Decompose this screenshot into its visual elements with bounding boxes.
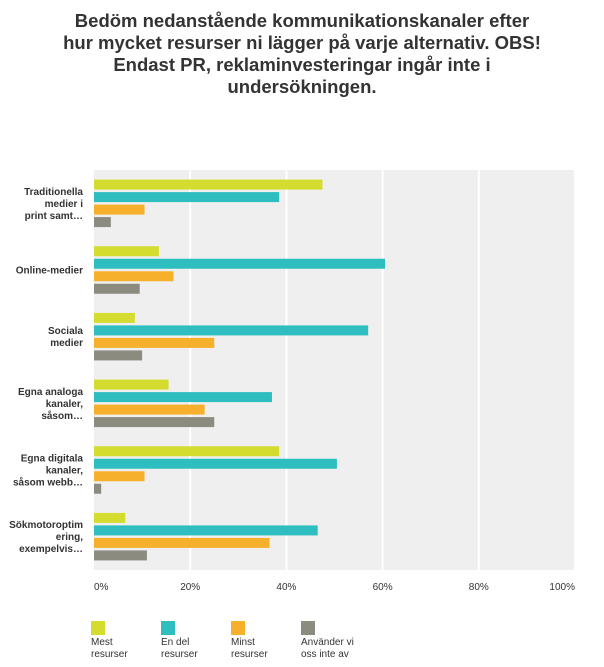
x-tick-label-0: 0%: [94, 582, 109, 593]
bar-5-3: [94, 550, 147, 561]
bar-0-3: [94, 217, 111, 228]
chart-title: Bedöm nedanstående kommunikationskanaler…: [63, 10, 541, 97]
legend-swatch-3: [301, 621, 315, 635]
bar-2-3: [94, 350, 143, 361]
bar-1-3: [94, 283, 140, 294]
category-label-4: Egna digitala kanaler, såsom webb…: [13, 454, 83, 489]
bar-2-2: [94, 337, 215, 348]
legend-swatch-1: [161, 621, 175, 635]
bar-5-1: [94, 525, 318, 536]
bar-4-0: [94, 446, 280, 457]
bar-5-2: [94, 537, 270, 548]
x-tick-label-1: 20%: [180, 582, 200, 593]
category-label-3: Egna analoga kanaler, såsom…: [18, 387, 83, 422]
legend-label-1: En del resurser: [161, 637, 198, 660]
x-tick-label-5: 100%: [549, 582, 575, 593]
bar-0-2: [94, 204, 145, 215]
bar-1-2: [94, 271, 174, 282]
plot-area: [94, 170, 575, 570]
bar-3-2: [94, 404, 205, 415]
category-label-5: Sökmotoroptim ering, exempelvis…: [9, 520, 83, 555]
bar-3-1: [94, 392, 272, 403]
x-tick-label-4: 80%: [469, 582, 489, 593]
bar-2-1: [94, 325, 369, 336]
legend-swatch-2: [231, 621, 245, 635]
legend-label-2: Minst resurser: [231, 637, 268, 660]
category-label-2: Sociala medier: [48, 326, 83, 349]
legend-label-0: Mest resurser: [91, 637, 128, 660]
x-tick-label-2: 40%: [276, 582, 296, 593]
bar-1-0: [94, 246, 159, 257]
bar-3-0: [94, 379, 169, 390]
bar-4-1: [94, 458, 337, 469]
bar-5-0: [94, 512, 126, 523]
category-label-1: Online-medier: [16, 266, 83, 277]
bar-1-1: [94, 258, 386, 269]
bar-0-0: [94, 179, 323, 190]
bar-2-0: [94, 312, 135, 323]
legend-swatch-0: [91, 621, 105, 635]
bar-0-1: [94, 192, 280, 203]
category-label-0: Traditionella medier i print samt…: [24, 187, 83, 222]
legend-label-3: Använder vi oss inte av: [301, 637, 354, 660]
bar-3-3: [94, 417, 215, 428]
x-tick-label-3: 60%: [373, 582, 393, 593]
bar-4-3: [94, 483, 102, 494]
bar-4-2: [94, 471, 145, 482]
